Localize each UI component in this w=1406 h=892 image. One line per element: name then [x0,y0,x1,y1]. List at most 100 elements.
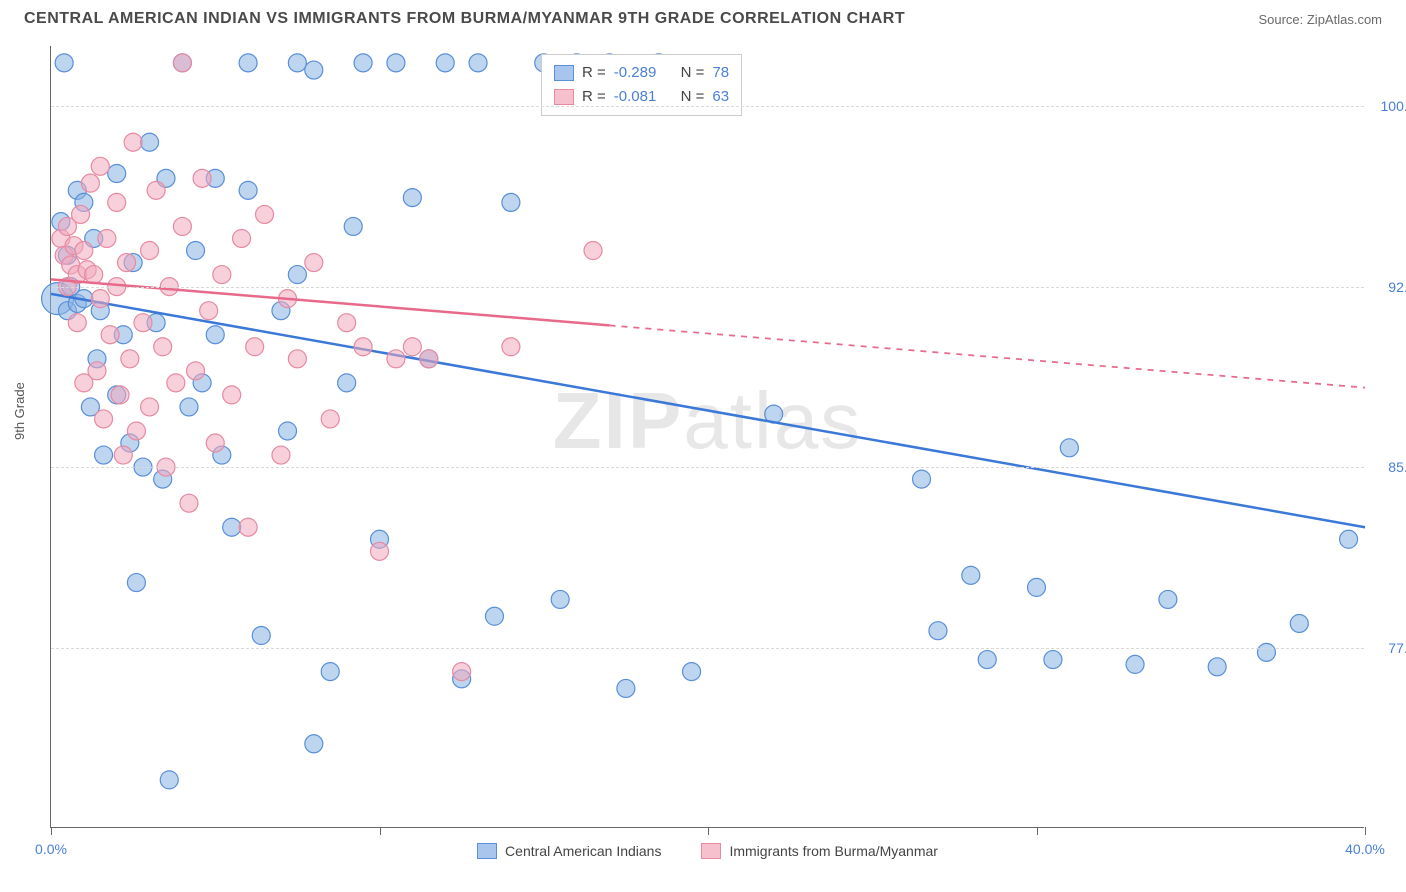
scatter-point [338,314,356,332]
scatter-point [279,422,297,440]
legend-item-1: Central American Indians [477,843,661,859]
gridline-h [51,648,1364,649]
scatter-point [91,157,109,175]
legend: Central American Indians Immigrants from… [51,843,1364,859]
scatter-point [147,181,165,199]
scatter-point [551,590,569,608]
scatter-point [321,410,339,428]
scatter-point [173,54,191,72]
y-tick-label: 92.5% [1388,279,1406,295]
scatter-point [180,494,198,512]
x-tick [1037,827,1038,835]
y-axis-label: 9th Grade [12,382,27,440]
scatter-point [929,622,947,640]
scatter-point [75,242,93,260]
r-value-1: -0.289 [614,61,657,85]
scatter-point [962,566,980,584]
legend-swatch-1 [477,843,497,859]
chart-container: CENTRAL AMERICAN INDIAN VS IMMIGRANTS FR… [0,0,1406,892]
scatter-point [127,422,145,440]
scatter-point [160,771,178,789]
scatter-point [305,254,323,272]
stats-row-series-1: R = -0.289 N = 78 [554,61,729,85]
scatter-point [305,735,323,753]
scatter-point [101,326,119,344]
scatter-point [239,181,257,199]
scatter-point [387,350,405,368]
y-tick-label: 85.0% [1388,459,1406,475]
scatter-point [502,338,520,356]
scatter-point [187,242,205,260]
scatter-point [134,314,152,332]
scatter-point [344,217,362,235]
scatter-point [338,374,356,392]
scatter-point [193,169,211,187]
scatter-point [111,386,129,404]
x-tick-label: 40.0% [1345,841,1385,857]
trend-line-extrapolated [609,325,1365,387]
scatter-point [288,266,306,284]
scatter-point [1257,643,1275,661]
r-label: R = [582,61,606,85]
legend-swatch-2 [701,843,721,859]
scatter-point [321,663,339,681]
scatter-point [256,205,274,223]
scatter-point [95,446,113,464]
scatter-point [81,174,99,192]
scatter-point [233,229,251,247]
scatter-point [584,242,602,260]
stats-swatch-2 [554,89,574,105]
scatter-point [206,326,224,344]
scatter-point [913,470,931,488]
scatter-point [1159,590,1177,608]
scatter-point [108,193,126,211]
scatter-point [239,54,257,72]
chart-title: CENTRAL AMERICAN INDIAN VS IMMIGRANTS FR… [24,10,905,28]
scatter-point [436,54,454,72]
scatter-point [154,338,172,356]
scatter-point [354,54,372,72]
y-tick-label: 77.5% [1388,640,1406,656]
stats-swatch-1 [554,65,574,81]
scatter-point [127,574,145,592]
scatter-point [88,362,106,380]
gridline-h [51,106,1364,107]
scatter-point [173,217,191,235]
scatter-point [502,193,520,211]
scatter-point [246,338,264,356]
x-tick [380,827,381,835]
scatter-point [141,133,159,151]
n-label: N = [681,61,705,85]
scatter-point [1044,651,1062,669]
scatter-point [485,607,503,625]
legend-label-2: Immigrants from Burma/Myanmar [729,843,937,859]
source-attribution: Source: ZipAtlas.com [1258,12,1382,27]
scatter-point [403,189,421,207]
scatter-point [239,518,257,536]
scatter-point [141,398,159,416]
scatter-point [1340,530,1358,548]
scatter-point [55,54,73,72]
scatter-point [1208,658,1226,676]
scatter-point [403,338,421,356]
scatter-point [95,410,113,428]
scatter-point [68,314,86,332]
scatter-point [108,165,126,183]
x-tick [51,827,52,835]
header: CENTRAL AMERICAN INDIAN VS IMMIGRANTS FR… [0,0,1406,36]
scatter-point [223,518,241,536]
x-tick-label: 0.0% [35,841,67,857]
scatter-point [85,266,103,284]
scatter-point [252,627,270,645]
scatter-point [141,242,159,260]
scatter-point [72,205,90,223]
plot-area: ZIPatlas R = -0.289 N = 78 R = -0.081 N … [50,46,1364,828]
scatter-point [124,133,142,151]
scatter-point [354,338,372,356]
scatter-point [187,362,205,380]
scatter-point [206,434,224,452]
legend-item-2: Immigrants from Burma/Myanmar [701,843,937,859]
scatter-point [114,446,132,464]
gridline-h [51,287,1364,288]
scatter-point [617,679,635,697]
